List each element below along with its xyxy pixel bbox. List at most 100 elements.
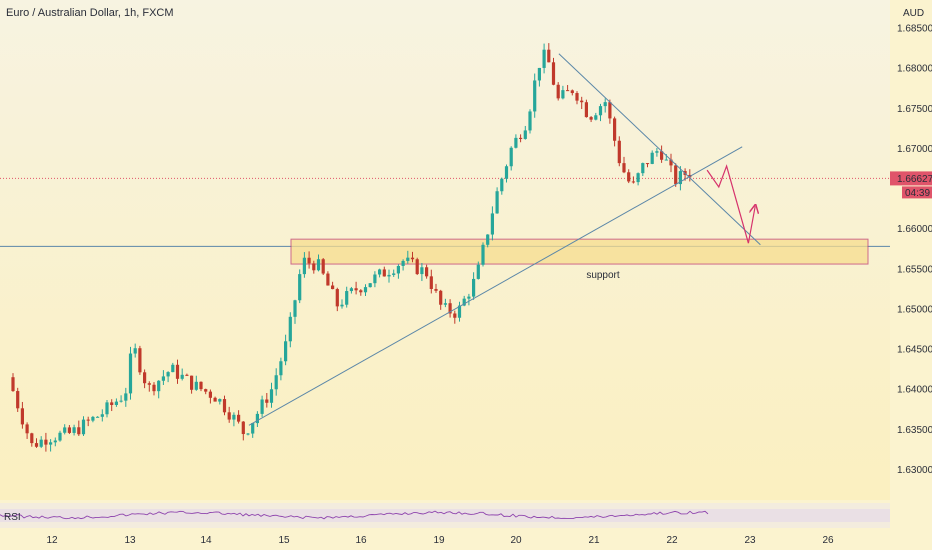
candle [631,176,635,184]
candle [589,116,593,123]
candle [58,430,62,442]
x-tick-label: 12 [46,535,58,546]
candle-body [279,361,283,376]
candle [650,150,654,165]
last-price-tag [890,171,932,186]
candle-body [514,137,518,148]
candle [415,257,419,276]
candle-body [180,374,184,379]
candle [199,381,203,392]
candle [617,136,621,167]
currency-label: AUD [903,8,924,19]
y-tick-label: 1.66000 [897,224,932,235]
candle-body [312,263,316,271]
candle [613,116,617,147]
candle-body [16,391,20,409]
candle [194,375,198,391]
candle [232,412,236,427]
candle [598,103,603,122]
candle-body [218,399,222,402]
candle-body [537,67,541,81]
candle-body [147,383,151,385]
candle [373,271,377,288]
candle-body [53,440,57,443]
candle [185,373,189,376]
candle-body [175,364,180,379]
candle-body [584,102,588,118]
candle [204,388,208,395]
candle [302,252,306,278]
candle-body [269,389,274,403]
time-axis: 12 13 14 15 16 19 20 21 22 23 26 [46,535,834,546]
candle-body [161,376,165,381]
candle-body [481,244,485,265]
candle [453,310,457,324]
candle-body [467,296,471,299]
trendlines-layer [248,53,761,426]
candle [575,91,579,105]
candle-body [660,151,664,160]
candle [368,283,372,288]
candle-body [326,273,330,286]
candle [443,298,447,308]
candle [25,422,29,439]
candle [622,156,626,174]
candle-body [190,375,194,390]
candle [551,57,556,86]
candle [566,85,570,92]
candle-body [100,414,104,417]
candle-body [128,353,133,394]
candle-body [67,427,71,433]
candle-body [152,384,156,392]
y-tick-label: 1.64500 [897,345,932,356]
candle-body [241,421,245,435]
candle [77,420,81,436]
candle-body [265,399,269,403]
candle-body [368,283,372,288]
candle-body [453,313,457,318]
candle [326,271,330,286]
candle-body [359,290,363,293]
candle [669,153,673,173]
candle-body [655,151,659,153]
candle-body [528,111,532,131]
y-tick-label: 1.65000 [897,304,932,315]
candle [584,99,588,118]
x-tick-label: 22 [666,535,678,546]
candle-body [566,90,570,92]
candle-body [11,377,15,392]
countdown-label: 04:39 [905,188,930,199]
candle-body [664,159,668,161]
time-axis-background [0,530,932,550]
candle [448,299,452,318]
y-tick-label: 1.68000 [897,64,932,75]
candle-body [30,433,34,444]
candle-body [340,304,344,307]
y-tick-label: 1.65500 [897,264,932,275]
candle [345,286,349,308]
candle [410,251,415,263]
candle [655,147,659,157]
candle-body [284,341,288,362]
candle [133,343,137,358]
candle-body [119,400,123,402]
candle-body [110,402,114,405]
candle-body [194,381,198,390]
candle-body [533,80,537,112]
x-tick-label: 26 [822,535,834,546]
y-tick-label: 1.63500 [897,425,932,436]
candle-body [519,137,523,139]
candle-body [58,432,62,441]
candle [11,373,15,392]
candle [476,261,480,280]
candle-body [598,106,603,116]
candle-body [321,259,325,274]
candle-body [504,166,509,179]
candle-body [157,380,161,392]
candle [349,286,353,294]
projection-path [706,164,755,244]
candle [30,432,34,447]
rising-trendline [248,146,743,426]
candle [124,387,128,407]
candle [119,395,123,403]
